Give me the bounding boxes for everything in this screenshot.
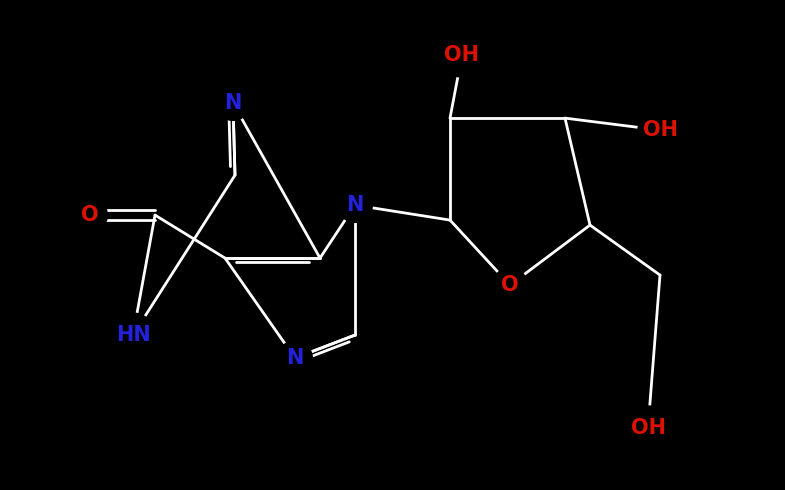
Text: OH: OH (642, 120, 677, 140)
Circle shape (638, 108, 682, 152)
Text: OH: OH (630, 418, 666, 438)
Circle shape (111, 313, 155, 357)
Text: N: N (287, 348, 304, 368)
Circle shape (626, 406, 670, 450)
Text: OH: OH (444, 45, 480, 65)
Circle shape (216, 86, 250, 121)
Text: O: O (501, 275, 519, 295)
Circle shape (73, 198, 108, 232)
Circle shape (440, 33, 484, 77)
Text: O: O (81, 205, 99, 225)
Text: N: N (346, 195, 363, 215)
Circle shape (338, 188, 372, 222)
Circle shape (493, 268, 528, 302)
Text: N: N (225, 93, 242, 113)
Circle shape (278, 341, 312, 375)
Text: HN: HN (115, 325, 151, 345)
